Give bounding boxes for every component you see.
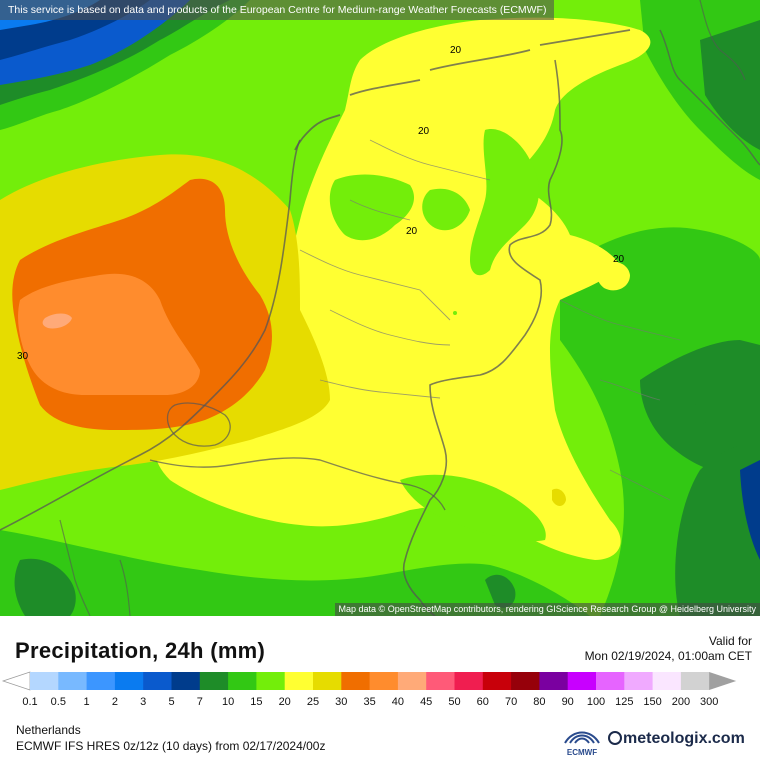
scale-label: 300 xyxy=(700,696,719,708)
scale-label: 35 xyxy=(363,696,376,708)
valid-label: Valid for xyxy=(708,634,752,648)
scale-swatch xyxy=(652,672,682,690)
scale-swatch xyxy=(454,672,484,690)
scale-label: 3 xyxy=(140,696,147,708)
field-20-25-east-spot xyxy=(596,261,630,291)
scale-swatch xyxy=(256,672,286,690)
field-15-20-island-c xyxy=(470,129,540,276)
color-scale xyxy=(1,671,737,691)
ecmwf-logo: ECMWF xyxy=(561,725,603,757)
precipitation-map[interactable]: This service is based on data and produc… xyxy=(0,0,760,616)
region-name: Netherlands xyxy=(16,723,81,737)
scale-swatch xyxy=(539,672,569,690)
scale-swatch xyxy=(171,672,201,690)
scale-label: 20 xyxy=(278,696,291,708)
map-title: Precipitation, 24h (mm) xyxy=(15,638,266,663)
field-15-20-island-a xyxy=(329,174,415,241)
field-7-10-sw xyxy=(14,558,76,616)
field-7-10-spot xyxy=(690,403,711,425)
field-7-10-ne xyxy=(700,20,760,150)
field-7-10-s xyxy=(485,574,516,608)
scale-label: 40 xyxy=(391,696,405,708)
scale-swatch xyxy=(341,672,370,690)
border-fr xyxy=(59,519,131,616)
map-canvas xyxy=(0,0,760,616)
legend-panel: Precipitation, 24h (mm) Valid for Mon 02… xyxy=(0,616,760,760)
scale-arrow-left xyxy=(1,671,31,691)
scale-label: 25 xyxy=(306,696,320,708)
coastline-ne xyxy=(659,29,760,166)
scale-label: 0.5 xyxy=(50,696,66,708)
border-de xyxy=(402,59,563,616)
contour-label: 20 xyxy=(613,254,625,265)
scale-label: 90 xyxy=(561,696,574,708)
scale-label: 45 xyxy=(420,696,433,708)
scale-label: 7 xyxy=(196,696,203,708)
map-attribution: Map data © OpenStreetMap contributors, r… xyxy=(334,603,760,616)
scale-swatch xyxy=(86,672,116,690)
scale-swatch xyxy=(482,672,512,690)
scale-label: 80 xyxy=(533,696,546,708)
field-10-15-south xyxy=(0,530,590,616)
scale-swatch xyxy=(397,672,427,690)
scale-swatch xyxy=(284,672,314,690)
contour-label: 20 xyxy=(418,126,430,137)
scale-swatch xyxy=(511,672,540,690)
scale-label: 125 xyxy=(615,696,634,708)
scale-label: 0.1 xyxy=(22,696,38,708)
scale-label: 70 xyxy=(504,696,518,708)
scale-label: 5 xyxy=(168,696,175,708)
field-35-40 xyxy=(18,273,200,395)
estuary-ne xyxy=(699,0,746,81)
scale-swatch xyxy=(199,672,229,690)
scale-label: 50 xyxy=(448,696,461,708)
scale-swatch xyxy=(313,672,342,690)
scale-swatch xyxy=(30,672,59,690)
province-borders xyxy=(299,139,491,399)
valid-time: Mon 02/19/2024, 01:00am CET xyxy=(584,649,752,663)
wadden-islands xyxy=(294,29,631,151)
scale-label: 15 xyxy=(250,696,263,708)
field-3-5-se xyxy=(740,460,760,560)
brand-logo[interactable]: meteologix.com xyxy=(608,730,745,748)
coastline-zeeland xyxy=(166,402,231,447)
scale-swatch xyxy=(228,672,257,690)
field-25-30-spot xyxy=(552,488,566,506)
model-info: ECMWF IFS HRES 0z/12z (10 days) from 02/… xyxy=(16,739,326,753)
scale-swatch xyxy=(426,672,455,690)
color-scale-labels: 0.1 0.5 1 2 3 5 7 10 15 20 25 30 35 40 45 50 60 70 80 90 100… xyxy=(0,696,760,710)
scale-swatch xyxy=(567,672,597,690)
field-15-20-island-b xyxy=(422,188,470,231)
ecmwf-logo-icon xyxy=(564,731,600,744)
scale-arrow-right xyxy=(709,672,737,690)
scale-swatch xyxy=(143,672,172,690)
brand-text: meteologix.com xyxy=(623,730,745,747)
ecmwf-logo-text: ECMWF xyxy=(566,748,598,757)
scale-swatch xyxy=(624,672,653,690)
scale-label: 200 xyxy=(671,696,691,708)
scale-swatch xyxy=(114,672,144,690)
border-be xyxy=(149,457,446,511)
coastline-west xyxy=(0,139,301,531)
scale-label: 60 xyxy=(476,696,489,708)
scale-swatch xyxy=(369,672,399,690)
scale-swatch xyxy=(58,672,87,690)
scale-swatch xyxy=(596,672,625,690)
field-7-10-se xyxy=(675,443,760,616)
scale-label: 2 xyxy=(111,696,118,708)
scale-swatch xyxy=(680,672,710,690)
scale-label: 30 xyxy=(335,696,348,708)
scale-label: 100 xyxy=(586,696,606,708)
contour-label: 20 xyxy=(406,226,418,237)
field-40-45 xyxy=(42,313,72,329)
scale-label: 10 xyxy=(221,696,235,708)
field-dot xyxy=(453,311,457,315)
scale-label: 150 xyxy=(643,696,662,708)
contour-label: 30 xyxy=(17,351,29,362)
contour-label: 20 xyxy=(450,45,462,56)
scale-label: 1 xyxy=(83,696,90,708)
source-attribution: This service is based on data and produc… xyxy=(0,0,555,20)
de-region-borders xyxy=(559,299,681,501)
brand-logo-icon xyxy=(608,731,622,745)
